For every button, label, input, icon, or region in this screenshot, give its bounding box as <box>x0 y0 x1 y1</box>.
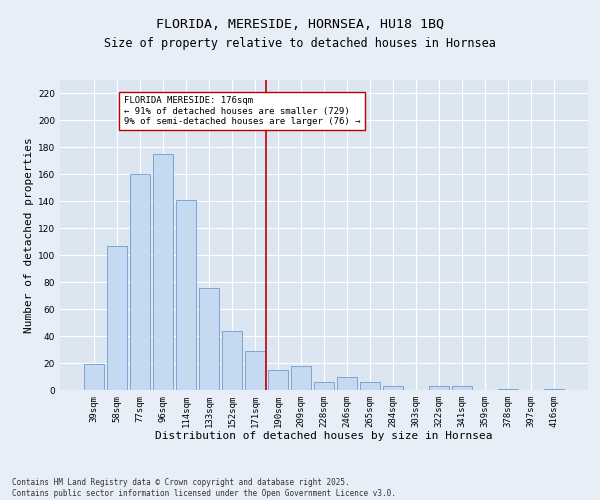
Bar <box>245 351 265 390</box>
Text: Contains HM Land Registry data © Crown copyright and database right 2025.
Contai: Contains HM Land Registry data © Crown c… <box>12 478 396 498</box>
Bar <box>544 388 564 390</box>
Bar <box>430 386 449 390</box>
Bar <box>360 382 380 390</box>
Text: Size of property relative to detached houses in Hornsea: Size of property relative to detached ho… <box>104 38 496 51</box>
Bar <box>84 364 104 390</box>
Bar <box>130 174 149 390</box>
Y-axis label: Number of detached properties: Number of detached properties <box>24 137 34 333</box>
Bar <box>176 200 196 390</box>
Text: FLORIDA MERESIDE: 176sqm
← 91% of detached houses are smaller (729)
9% of semi-d: FLORIDA MERESIDE: 176sqm ← 91% of detach… <box>124 96 360 126</box>
X-axis label: Distribution of detached houses by size in Hornsea: Distribution of detached houses by size … <box>155 432 493 442</box>
Bar <box>153 154 173 390</box>
Bar <box>383 386 403 390</box>
Bar <box>499 388 518 390</box>
Bar <box>222 330 242 390</box>
Bar <box>337 376 357 390</box>
Bar <box>107 246 127 390</box>
Text: FLORIDA, MERESIDE, HORNSEA, HU18 1BQ: FLORIDA, MERESIDE, HORNSEA, HU18 1BQ <box>156 18 444 30</box>
Bar <box>268 370 288 390</box>
Bar <box>199 288 218 390</box>
Bar <box>291 366 311 390</box>
Bar <box>314 382 334 390</box>
Bar <box>452 386 472 390</box>
